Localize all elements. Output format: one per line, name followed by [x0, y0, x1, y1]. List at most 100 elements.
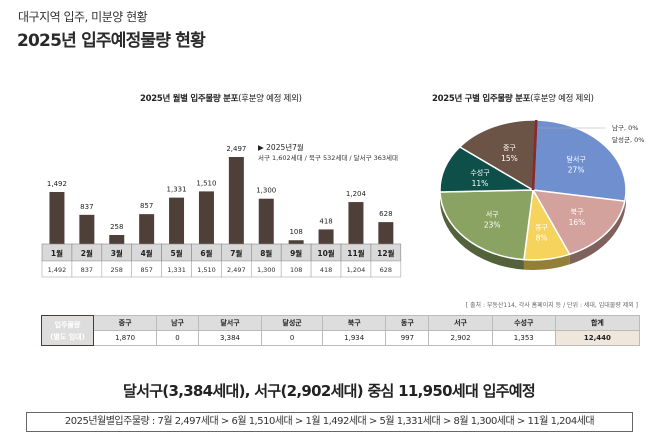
- page-subtitle: 대구지역 입주, 미분양 현황: [18, 10, 148, 24]
- bar-value-label: 837: [80, 203, 93, 211]
- pie-slice-percent: 15%: [501, 154, 518, 163]
- pie-chart: 달서구 27% 북구 16% 동구 8% 서구 23% 수성구 11% 중구 15% 남구, 0% 달성군…: [439, 119, 644, 270]
- pie-slice-percent: 16%: [569, 218, 586, 227]
- bar: [79, 214, 95, 244]
- value-cell: 0: [156, 330, 199, 346]
- header-cell-total: 합계: [554, 315, 641, 331]
- pie-slice-label: 동구: [535, 224, 548, 232]
- month-value: 837: [81, 266, 93, 274]
- value-cell: 1,353: [491, 330, 556, 346]
- pie-slice-label: 달서구: [566, 154, 586, 163]
- month-label: 3월: [111, 248, 123, 258]
- bar-chart-title-text: 2025년 월별 입주물량 분포: [140, 94, 239, 104]
- bar-value-label: 1,510: [196, 179, 216, 187]
- value-cell-total: 12,440: [554, 330, 641, 346]
- pie-slice-percent: 11%: [472, 179, 489, 188]
- header-cell: 수성구: [491, 315, 556, 331]
- outside-label: 남구, 0%: [612, 123, 638, 132]
- month-label: 1월: [51, 248, 63, 258]
- month-label: 9월: [290, 248, 302, 258]
- month-value: 1,331: [167, 266, 186, 274]
- month-label: 8월: [260, 248, 272, 258]
- month-label: 2월: [81, 248, 93, 258]
- bar: [198, 191, 214, 244]
- header-cell: 남구: [156, 315, 199, 331]
- bar-value-label: 418: [319, 217, 332, 225]
- value-cell: 2,902: [428, 330, 493, 346]
- bar: [139, 214, 155, 244]
- month-value: 2,497: [227, 266, 246, 274]
- month-label: 11월: [347, 248, 364, 258]
- pie-slice-zero: [531, 119, 538, 191]
- bar: [169, 197, 185, 244]
- bar-value-label: 1,492: [47, 180, 67, 188]
- monthly-ranking-box: 2025년월별입주물량 : 7월 2,497세대 > 6월 1,510세대 > …: [26, 412, 633, 432]
- month-label: 4월: [141, 248, 153, 258]
- pie-slice-label: 서구: [486, 210, 499, 219]
- pie-chart-title-text: 2025년 구별 입주물량 분포: [432, 94, 531, 104]
- month-value: 628: [380, 266, 392, 274]
- bar-chart-title-note: (후분양 예정 제외): [238, 94, 302, 104]
- row-label-line1: 입주물량: [54, 320, 81, 329]
- bar-value-label: 1,300: [256, 187, 276, 195]
- pie-chart-title-note: (후분양 예정 제외): [530, 94, 594, 104]
- month-value: 418: [320, 266, 332, 274]
- pie-chart-title: 2025년 구별 입주물량 분포(후분양 예정 제외): [432, 92, 594, 104]
- month-label: 6월: [200, 248, 212, 258]
- district-table: 입주물량 (별도 임대) 중구 남구 달서구 달성군 북구 동구 서구 수성구 합…: [41, 315, 641, 346]
- month-value-cell: [370, 260, 402, 278]
- row-label: 입주물량 (별도 임대): [41, 315, 94, 346]
- headline: 달서구(3,384세대), 서구(2,902세대) 중심 11,950세대 입주…: [123, 382, 536, 400]
- pie-slice-label: 중구: [503, 144, 516, 152]
- bar: [318, 229, 334, 244]
- month-value: 258: [111, 266, 123, 274]
- bar: [258, 198, 274, 244]
- pie-slice: [439, 189, 534, 261]
- bar: [109, 235, 125, 244]
- bar-value-label: 258: [110, 223, 123, 231]
- annotation-title: ▶ 2025년7월: [258, 142, 304, 152]
- table-header-row: 입주물량 (별도 임대) 중구 남구 달서구 달성군 북구 동구 서구 수성구 합…: [41, 315, 641, 346]
- pie-slice-label: 수성구: [470, 168, 490, 177]
- bar-value-label: 1,331: [167, 186, 187, 194]
- pie-slice-percent: 23%: [484, 221, 501, 230]
- month-value: 1,510: [197, 266, 216, 274]
- value-cell: 1,934: [322, 330, 387, 346]
- value-cell: 0: [261, 330, 324, 346]
- page-title: 2025년 입주예정물량 현황: [17, 31, 206, 51]
- month-value: 1,300: [257, 266, 276, 274]
- pie-slice-side: [569, 201, 625, 265]
- pie-slice-label: 북구: [571, 208, 584, 216]
- month-value: 108: [290, 266, 302, 274]
- bar-chart-title: 2025년 월별 입주물량 분포(후분양 예정 제외): [140, 92, 302, 104]
- header-cell: 달서구: [197, 315, 263, 331]
- bar: [49, 192, 65, 244]
- header-cell: 서구: [428, 315, 493, 331]
- month-value: 857: [140, 266, 152, 274]
- pie-slice-percent: 27%: [568, 165, 585, 174]
- pie-slice: [458, 119, 538, 192]
- bar-value-label: 857: [140, 202, 153, 210]
- table-value-row: 1,870 0 3,384 0 1,934 997 2,902 1,353 12…: [42, 330, 641, 346]
- month-label: 5월: [170, 248, 182, 258]
- bar-value-label: 108: [289, 228, 302, 236]
- value-cell: 3,384: [197, 330, 263, 346]
- bar-value-label: 2,497: [226, 145, 246, 153]
- month-label: 12월: [377, 248, 394, 258]
- header-cell: 달성군: [261, 315, 324, 331]
- bar: [288, 240, 304, 244]
- header-cell: 중구: [92, 315, 158, 331]
- month-value: 1,204: [347, 266, 366, 274]
- source-note: [ 출처 : 부동산114, 각사 홈페이지 등 / 단위 : 세대, 임대물량…: [465, 302, 638, 309]
- bar-chart: 1,492 1월 1,492 837 2월 837 258 3월 258 857 4월 857 1,33…: [41, 142, 402, 278]
- pie-slice: [532, 119, 627, 203]
- header-cell: 북구: [322, 315, 387, 331]
- value-cell: 1,870: [92, 330, 158, 346]
- bar-value-label: 628: [379, 210, 392, 218]
- bar: [378, 222, 394, 244]
- pie-slice-percent: 8%: [536, 234, 548, 243]
- month-value: 1,492: [48, 266, 67, 274]
- bar-value-label: 1,204: [346, 190, 367, 198]
- annotation-detail: 서구 1,602세대 / 북구 532세대 / 달서구 363세대: [258, 153, 398, 162]
- value-cell: 997: [385, 330, 430, 346]
